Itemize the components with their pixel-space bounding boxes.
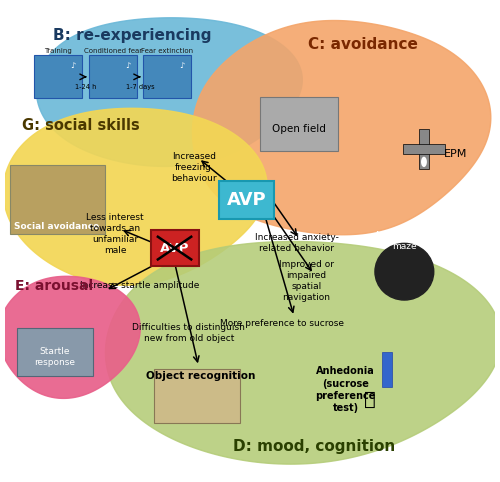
Text: Morris water
maze: Morris water maze: [376, 231, 432, 252]
Text: 🐀: 🐀: [364, 390, 376, 409]
FancyBboxPatch shape: [418, 129, 430, 169]
Text: Open field: Open field: [272, 123, 326, 134]
Text: Improved or
impaired
spatial
navigation: Improved or impaired spatial navigation: [279, 260, 334, 302]
Text: D: mood, cognition: D: mood, cognition: [232, 439, 395, 454]
Circle shape: [375, 243, 434, 300]
Text: ♪: ♪: [126, 61, 131, 69]
FancyBboxPatch shape: [219, 181, 274, 219]
FancyBboxPatch shape: [154, 369, 240, 423]
Polygon shape: [0, 276, 140, 399]
FancyBboxPatch shape: [10, 165, 106, 234]
Text: Increased anxiety-
related behavior: Increased anxiety- related behavior: [254, 233, 338, 254]
Text: 1-7 days: 1-7 days: [126, 84, 154, 90]
Text: Training: Training: [44, 48, 72, 54]
Text: More preference to sucrose: More preference to sucrose: [220, 319, 344, 328]
FancyBboxPatch shape: [403, 144, 445, 154]
FancyBboxPatch shape: [382, 352, 392, 388]
Text: E: arousal: E: arousal: [15, 279, 93, 293]
FancyBboxPatch shape: [34, 55, 82, 98]
Polygon shape: [106, 241, 500, 464]
Polygon shape: [3, 108, 267, 285]
Text: Startle
response: Startle response: [34, 347, 76, 367]
Text: AVP: AVP: [226, 191, 266, 209]
Text: Object recognition: Object recognition: [146, 371, 256, 381]
Text: Conditioned fear: Conditioned fear: [84, 48, 142, 54]
Text: Fear extinction: Fear extinction: [141, 48, 194, 54]
Polygon shape: [36, 18, 302, 166]
Text: G: social skills: G: social skills: [22, 118, 140, 133]
Text: Less interest
towards an
unfamiliar
male: Less interest towards an unfamiliar male: [86, 213, 144, 255]
Text: 1-24 h: 1-24 h: [75, 84, 96, 90]
Text: EPM: EPM: [444, 148, 467, 159]
Text: C: avoidance: C: avoidance: [308, 38, 418, 53]
FancyBboxPatch shape: [150, 230, 198, 266]
FancyBboxPatch shape: [143, 55, 191, 98]
Text: ♪: ♪: [70, 61, 76, 69]
FancyBboxPatch shape: [90, 55, 138, 98]
Text: Increased
freezing
behaviour: Increased freezing behaviour: [171, 152, 216, 183]
Text: Social avoidance: Social avoidance: [14, 222, 99, 230]
Ellipse shape: [421, 157, 427, 167]
Text: ♪: ♪: [180, 61, 185, 69]
FancyBboxPatch shape: [260, 97, 338, 151]
Text: Difficulties to distinguish
new from old object: Difficulties to distinguish new from old…: [132, 323, 245, 343]
Text: Increase startle amplitude: Increase startle amplitude: [80, 281, 200, 290]
Text: Anhedonia
(sucrose
preference
test): Anhedonia (sucrose preference test): [316, 366, 376, 414]
FancyBboxPatch shape: [17, 328, 93, 375]
Polygon shape: [192, 21, 491, 235]
Text: AVP: AVP: [160, 241, 189, 254]
Text: B: re-experiencing: B: re-experiencing: [53, 28, 212, 43]
